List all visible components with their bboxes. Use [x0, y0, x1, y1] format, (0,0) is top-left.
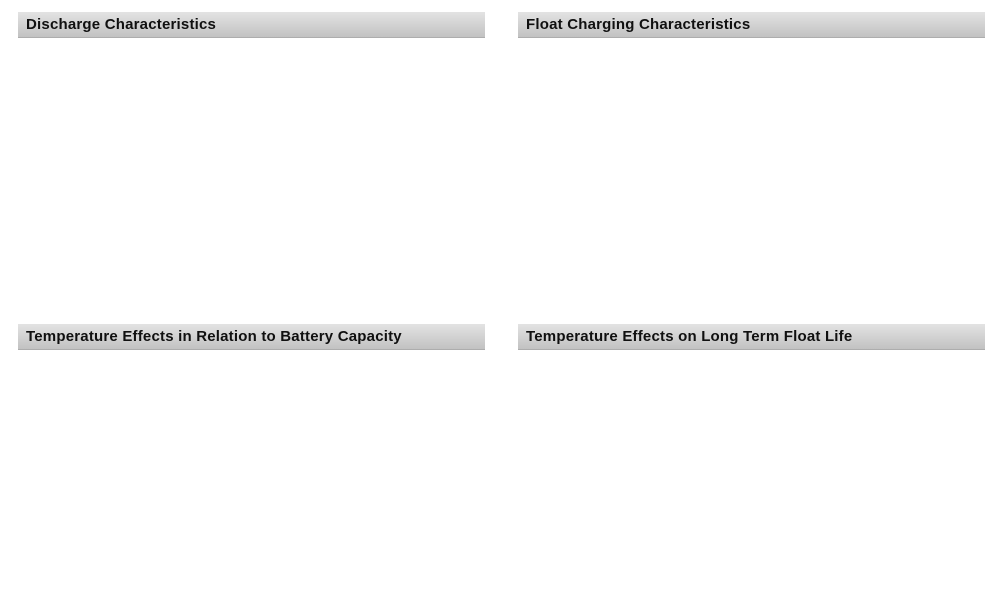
- float-life-header-bar: Temperature Effects on Long Term Float L…: [518, 324, 985, 350]
- float-charging-title: Float Charging Characteristics: [526, 16, 751, 33]
- discharge-header-bar: Discharge Characteristics: [18, 12, 485, 38]
- discharge-title: Discharge Characteristics: [26, 16, 217, 33]
- discharge-characteristics-chart: [18, 44, 485, 294]
- temp-capacity-header-bar: Temperature Effects in Relation to Batte…: [18, 324, 485, 350]
- float-life-chart: [518, 356, 985, 591]
- float-life-title: Temperature Effects on Long Term Float L…: [526, 328, 853, 345]
- panel-float-life: Temperature Effects on Long Term Float L…: [518, 324, 985, 591]
- panel-float-charging: Float Charging Characteristics: [518, 12, 985, 294]
- float-charging-chart: [518, 44, 985, 294]
- charts-grid: Discharge Characteristics Float Charging…: [18, 12, 985, 591]
- float-charging-header-bar: Float Charging Characteristics: [518, 12, 985, 38]
- panel-discharge: Discharge Characteristics: [18, 12, 485, 294]
- panel-temp-capacity: Temperature Effects in Relation to Batte…: [18, 324, 485, 591]
- temp-capacity-title: Temperature Effects in Relation to Batte…: [26, 328, 402, 345]
- temp-capacity-chart: [18, 356, 485, 591]
